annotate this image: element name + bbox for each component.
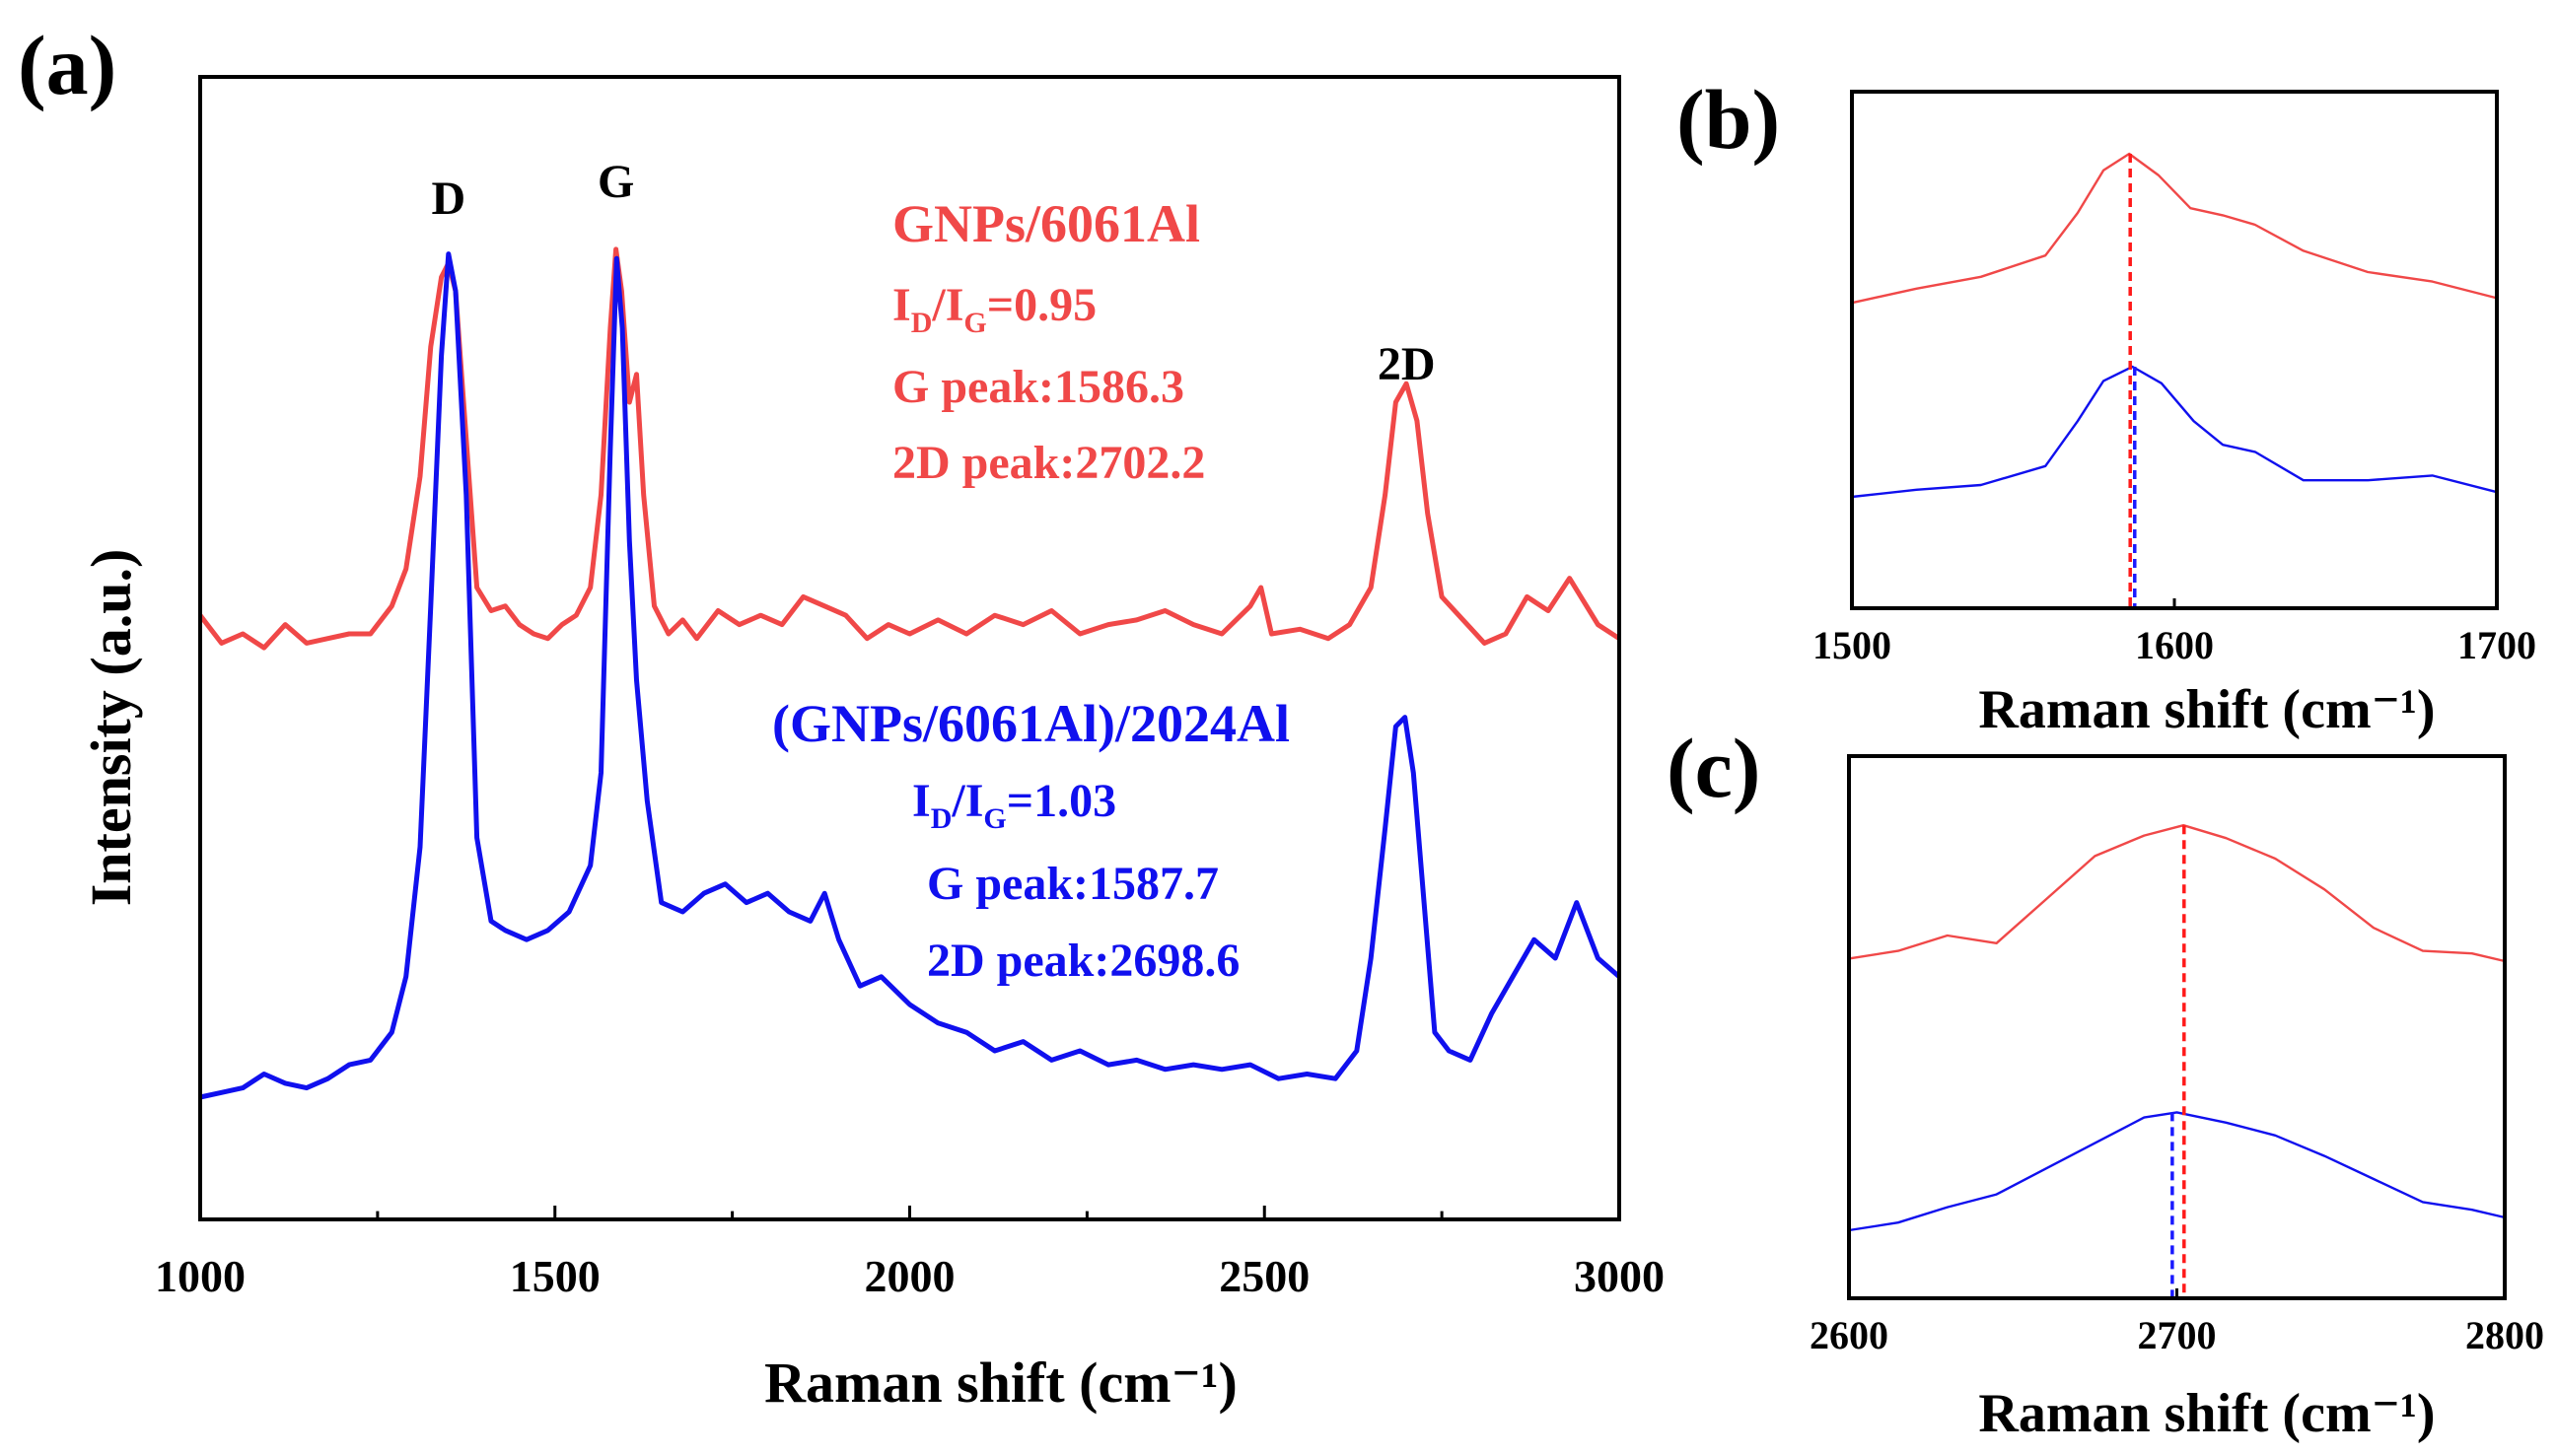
panel-label-a: (a) — [18, 18, 116, 112]
g-peak-red: G peak:1586.3 — [892, 361, 1184, 413]
peak-label-d: D — [431, 173, 465, 225]
series-line-blue — [1851, 365, 2498, 499]
xlabel-b: Raman shift (cm⁻¹) — [1978, 679, 2435, 740]
xlabel-c: Raman shift (cm⁻¹) — [1978, 1383, 2435, 1444]
ratio-red: ID/IG=0.95 — [892, 279, 1097, 339]
x-tick-label: 1500 — [510, 1251, 601, 1301]
x-tick-label: 1600 — [2135, 623, 2214, 667]
x-tick-label: 3000 — [1574, 1251, 1665, 1301]
series-line-red — [198, 246, 1621, 651]
peak-label-2d: 2D — [1378, 338, 1436, 390]
x-tick-label: 1500 — [1812, 623, 1891, 667]
ylabel-a: Intensity (a.u.) — [79, 549, 143, 907]
2d-peak-red: 2D peak:2702.2 — [892, 437, 1205, 489]
panel-c: 2600 2700 2800 — [1810, 754, 2544, 1357]
legend-blue-name: (GNPs/6061Al)/2024Al — [772, 694, 1290, 753]
2d-peak-blue: 2D peak:2698.6 — [927, 935, 1240, 987]
series-line-blue — [199, 251, 1621, 1100]
x-tick-label: 2800 — [2465, 1313, 2544, 1357]
series-line-blue — [1848, 1111, 2506, 1232]
xlabel-a: Raman shift (cm⁻¹) — [764, 1351, 1238, 1415]
series-line-red — [1851, 152, 2498, 305]
x-tick-label: 2500 — [1219, 1251, 1310, 1301]
x-tick-label: 2700 — [2138, 1313, 2217, 1357]
panel-label-c: (c) — [1667, 721, 1760, 815]
x-tick-label: 2600 — [1810, 1313, 1888, 1357]
panel-b: 1500 1600 1700 — [1812, 90, 2536, 667]
legend-red-name: GNPs/6061Al — [892, 194, 1200, 253]
ratio-blue: ID/IG=1.03 — [912, 775, 1116, 835]
plot-frame — [1847, 754, 2507, 1300]
peak-label-g: G — [598, 156, 634, 208]
plot-frame — [1850, 90, 2499, 610]
g-peak-blue: G peak:1587.7 — [927, 858, 1219, 910]
x-tick-label: 2000 — [865, 1251, 956, 1301]
x-tick-label: 1700 — [2457, 623, 2536, 667]
x-tick-label: 1000 — [155, 1251, 246, 1301]
series-line-red — [1848, 824, 2506, 963]
panel-label-b: (b) — [1676, 72, 1780, 167]
panel-a: 1000 1500 2000 2500 3000 — [155, 75, 1665, 1301]
